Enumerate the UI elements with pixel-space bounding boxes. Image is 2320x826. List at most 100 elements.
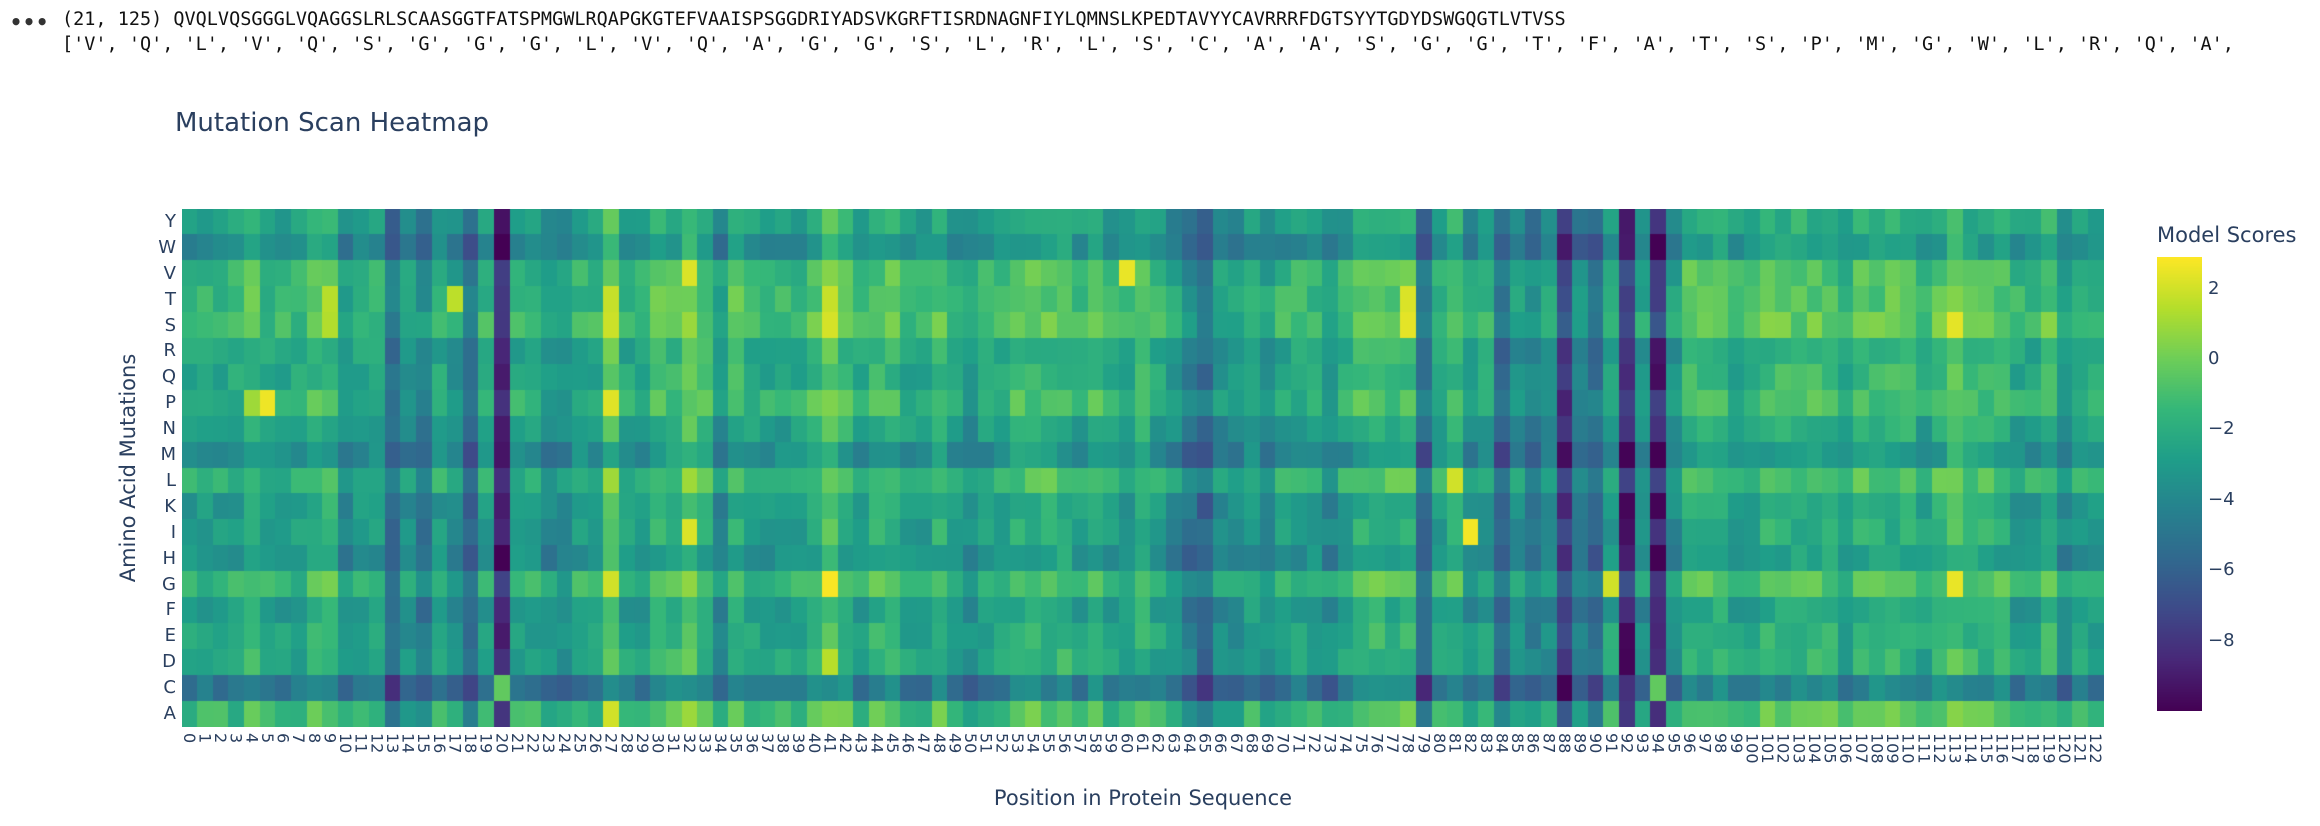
- x-tick-label: 70: [1273, 733, 1293, 754]
- y-tick-label: Q: [161, 366, 176, 388]
- y-tick-label: C: [163, 677, 176, 699]
- y-tick-label: L: [165, 469, 176, 491]
- y-tick-label: V: [163, 262, 176, 284]
- x-tick-label: 73: [1320, 733, 1340, 754]
- colorbar-tick-label: −2: [2208, 418, 2235, 440]
- colorbar-tick-label: −8: [2208, 629, 2235, 651]
- y-tick-label: T: [165, 288, 176, 310]
- x-tick-label: 94: [1648, 733, 1668, 754]
- x-tick-label: 99: [1726, 733, 1746, 754]
- x-tick-label: 109: [1883, 733, 1903, 764]
- x-tick-label: 45: [882, 733, 902, 754]
- y-tick-label: E: [164, 625, 176, 647]
- x-tick-label: 89: [1570, 733, 1590, 754]
- output-residue-list: ['V', 'Q', 'L', 'V', 'Q', 'S', 'G', 'G',…: [62, 34, 2234, 55]
- x-tick-label: 88: [1554, 733, 1574, 754]
- x-tick-label: 22: [523, 733, 543, 754]
- x-tick-label: 95: [1664, 733, 1684, 754]
- x-tick-label: 86: [1523, 733, 1543, 754]
- x-tick-label: 115: [1976, 733, 1996, 764]
- x-tick-label: 29: [632, 733, 652, 754]
- x-tick-label: 97: [1695, 733, 1715, 754]
- x-tick-label: 77: [1383, 733, 1403, 754]
- x-tick-label: 55: [1039, 733, 1059, 754]
- chart-title: Mutation Scan Heatmap: [175, 108, 490, 138]
- x-tick-label: 76: [1367, 733, 1387, 754]
- x-tick-label: 65: [1195, 733, 1215, 754]
- x-tick-label: 92: [1617, 733, 1637, 754]
- x-tick-label: 51: [976, 733, 996, 754]
- x-tick-label: 0: [179, 733, 199, 744]
- x-tick-label: 44: [867, 733, 887, 754]
- x-tick-label: 83: [1476, 733, 1496, 754]
- x-tick-label: 4: [242, 733, 262, 744]
- x-tick-label: 121: [2070, 733, 2090, 764]
- x-tick-label: 16: [429, 733, 449, 754]
- x-tick-label: 74: [1336, 733, 1356, 754]
- x-tick-label: 60: [1117, 733, 1137, 754]
- cell-output-menu-icon[interactable]: •••: [10, 10, 50, 34]
- heatmap-plot-area[interactable]: [182, 209, 2104, 727]
- y-tick-label: I: [170, 521, 176, 543]
- x-tick-label: 53: [1007, 733, 1027, 754]
- x-tick-label: 84: [1492, 733, 1512, 754]
- x-tick-label: 50: [961, 733, 981, 754]
- x-tick-label: 13: [382, 733, 402, 754]
- x-tick-label: 93: [1633, 733, 1653, 754]
- x-tick-label: 39: [789, 733, 809, 754]
- x-tick-label: 96: [1679, 733, 1699, 754]
- x-tick-label: 100: [1742, 733, 1762, 764]
- x-tick-label: 67: [1226, 733, 1246, 754]
- x-tick-label: 48: [929, 733, 949, 754]
- x-tick-label: 85: [1508, 733, 1528, 754]
- x-tick-label: 98: [1711, 733, 1731, 754]
- x-tick-label: 14: [398, 733, 418, 754]
- x-tick-label: 69: [1258, 733, 1277, 754]
- x-tick-label: 122: [2086, 733, 2106, 764]
- x-tick-label: 66: [1211, 733, 1231, 754]
- x-tick-label: 20: [492, 733, 512, 754]
- x-tick-label: 31: [664, 733, 684, 754]
- x-tick-label: 21: [507, 733, 527, 754]
- x-tick-label: 91: [1601, 733, 1621, 754]
- x-tick-label: 30: [648, 733, 668, 754]
- x-tick-label: 90: [1586, 733, 1606, 754]
- x-tick-label: 61: [1133, 733, 1152, 754]
- y-tick-label: N: [162, 418, 176, 440]
- y-axis-title: Amino Acid Mutations: [116, 353, 140, 583]
- x-tick-label: 113: [1945, 733, 1965, 764]
- x-tick-label: 11: [351, 733, 371, 754]
- x-tick-label: 56: [1054, 733, 1074, 754]
- x-tick-label: 47: [914, 733, 934, 754]
- y-tick-label: K: [164, 495, 176, 517]
- x-tick-label: 28: [617, 733, 637, 754]
- x-tick-label: 78: [1398, 733, 1418, 754]
- y-tick-label: W: [158, 236, 176, 258]
- heatmap-canvas[interactable]: [182, 209, 2104, 727]
- x-tick-label: 5: [257, 733, 277, 744]
- colorbar-tick-label: −4: [2208, 488, 2235, 510]
- x-tick-label: 18: [461, 733, 481, 754]
- y-tick-label: G: [162, 573, 176, 595]
- x-tick-label: 71: [1289, 733, 1309, 754]
- x-tick-label: 9: [320, 733, 340, 744]
- x-tick-label: 107: [1851, 733, 1871, 764]
- colorbar-title: Model Scores: [2157, 223, 2297, 247]
- x-tick-label: 54: [1023, 733, 1043, 754]
- x-tick-label: 82: [1461, 733, 1481, 754]
- x-tick-label: 38: [773, 733, 793, 754]
- x-tick-label: 8: [304, 733, 324, 744]
- x-tick-label: 80: [1429, 733, 1449, 754]
- x-tick-label: 112: [1929, 733, 1949, 764]
- x-tick-label: 41: [820, 733, 840, 754]
- x-tick-label: 72: [1304, 733, 1324, 754]
- x-tick-label: 3: [226, 733, 246, 744]
- x-tick-label: 6: [273, 733, 293, 744]
- y-tick-label: R: [163, 340, 176, 362]
- x-tick-label: 87: [1539, 733, 1559, 754]
- x-tick-label: 116: [1992, 733, 2012, 764]
- x-tick-label: 108: [1867, 733, 1887, 764]
- x-tick-label: 15: [414, 733, 434, 754]
- x-tick-label: 19: [476, 733, 496, 754]
- x-tick-label: 27: [601, 733, 621, 754]
